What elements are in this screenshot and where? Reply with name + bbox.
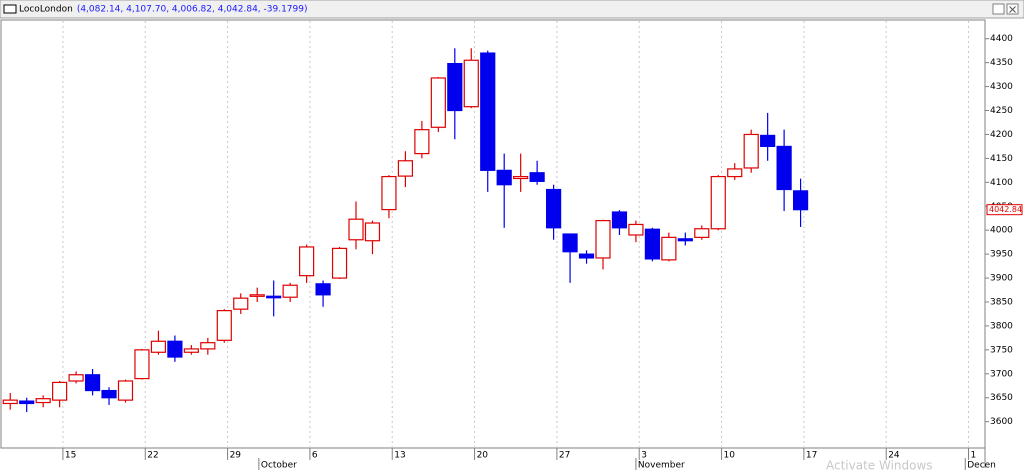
- candle-body: [364, 222, 381, 242]
- candle-body: [644, 228, 660, 260]
- candle-body: [200, 342, 216, 350]
- candle-body: [694, 228, 710, 238]
- candle-body: [101, 389, 117, 399]
- y-tick-label: 4400: [990, 34, 1013, 44]
- candle-body: [35, 398, 51, 404]
- candle-body: [331, 247, 348, 279]
- candle-body: [792, 190, 809, 211]
- candle-body: [545, 188, 562, 229]
- title-bar: [0, 0, 1024, 19]
- candle-body: [595, 220, 611, 259]
- candle-body: [480, 52, 496, 171]
- candle-body: [430, 77, 446, 128]
- month-label: Decen: [967, 461, 996, 471]
- candle-body: [68, 374, 84, 382]
- candle-body: [2, 399, 18, 405]
- x-tick-label: 10: [724, 451, 736, 461]
- candle-body: [134, 349, 150, 380]
- last-price-label: 4042.84: [989, 205, 1022, 214]
- y-tick-label: 3700: [990, 369, 1013, 379]
- y-tick-label: 3900: [990, 274, 1013, 284]
- y-tick-label: 4150: [990, 154, 1013, 164]
- y-tick-label: 3950: [990, 250, 1013, 260]
- candle-body: [628, 223, 644, 236]
- candle-body: [661, 236, 677, 261]
- y-tick-label: 3850: [990, 297, 1013, 307]
- candle-body: [776, 145, 792, 191]
- candle-body: [496, 169, 512, 186]
- candle-body: [249, 294, 265, 297]
- candle-body: [233, 297, 249, 310]
- x-tick-label: 6: [312, 451, 318, 461]
- x-tick-label: 3: [641, 451, 647, 461]
- x-tick-label: 13: [394, 451, 405, 461]
- y-tick-label: 4350: [990, 58, 1013, 68]
- maximize-button[interactable]: [992, 3, 1005, 15]
- chart-subtitle: (4,082.14, 4,107.70, 4,006.82, 4,042.84,…: [77, 5, 308, 15]
- watermark: Activate Windows: [826, 459, 933, 471]
- candle-body: [562, 233, 578, 253]
- x-tick-label: 22: [147, 451, 158, 461]
- candle-body: [183, 348, 199, 353]
- chart-title: LocoLondon: [19, 5, 73, 15]
- candle-body: [266, 295, 282, 299]
- candle-body: [315, 283, 331, 296]
- candle-body: [216, 310, 232, 341]
- candle-body: [743, 133, 759, 169]
- candle-body: [727, 168, 743, 178]
- candle-body: [513, 175, 529, 180]
- y-tick-label: 3650: [990, 393, 1013, 403]
- y-tick-label: 3800: [990, 321, 1013, 331]
- last-price-box: [986, 204, 1023, 216]
- y-tick-label: 4300: [990, 82, 1013, 92]
- candle-body: [167, 340, 183, 358]
- candle-body: [52, 381, 68, 401]
- candle-body: [677, 238, 693, 242]
- candle-body: [529, 172, 545, 182]
- candle-body: [463, 59, 479, 108]
- candle-body: [447, 63, 463, 112]
- x-tick-label: 29: [230, 451, 242, 461]
- candle-body: [84, 374, 101, 392]
- candle-body: [397, 160, 414, 177]
- x-tick-label: 1: [971, 451, 977, 461]
- candle-body: [578, 253, 595, 259]
- x-tick-label: 24: [888, 451, 900, 461]
- close-icon: [1009, 6, 1016, 13]
- y-tick-label: 4100: [990, 178, 1013, 188]
- candle-body: [150, 340, 167, 353]
- x-tick-label: 17: [806, 451, 817, 461]
- candle-body: [414, 129, 430, 155]
- candle-body: [19, 400, 35, 405]
- candle-body: [710, 175, 726, 230]
- candle-body: [117, 380, 134, 401]
- candle-body: [299, 246, 315, 277]
- x-tick-label: 27: [559, 451, 570, 461]
- candle-body: [381, 175, 397, 211]
- candle-body: [282, 284, 298, 298]
- month-label: October: [261, 461, 297, 471]
- candle-body: [760, 134, 776, 148]
- candle-body: [348, 218, 364, 241]
- y-tick-label: 3600: [990, 417, 1013, 427]
- month-label: November: [638, 461, 685, 471]
- y-tick-label: 4250: [990, 106, 1013, 116]
- candle-body: [611, 211, 628, 229]
- y-tick-label: 3750: [990, 345, 1013, 355]
- x-tick-label: 20: [477, 451, 489, 461]
- y-tick-label: 4200: [990, 130, 1013, 140]
- window-icon: [3, 4, 17, 14]
- y-tick-label: 4000: [990, 226, 1013, 236]
- x-tick-label: 15: [65, 451, 76, 461]
